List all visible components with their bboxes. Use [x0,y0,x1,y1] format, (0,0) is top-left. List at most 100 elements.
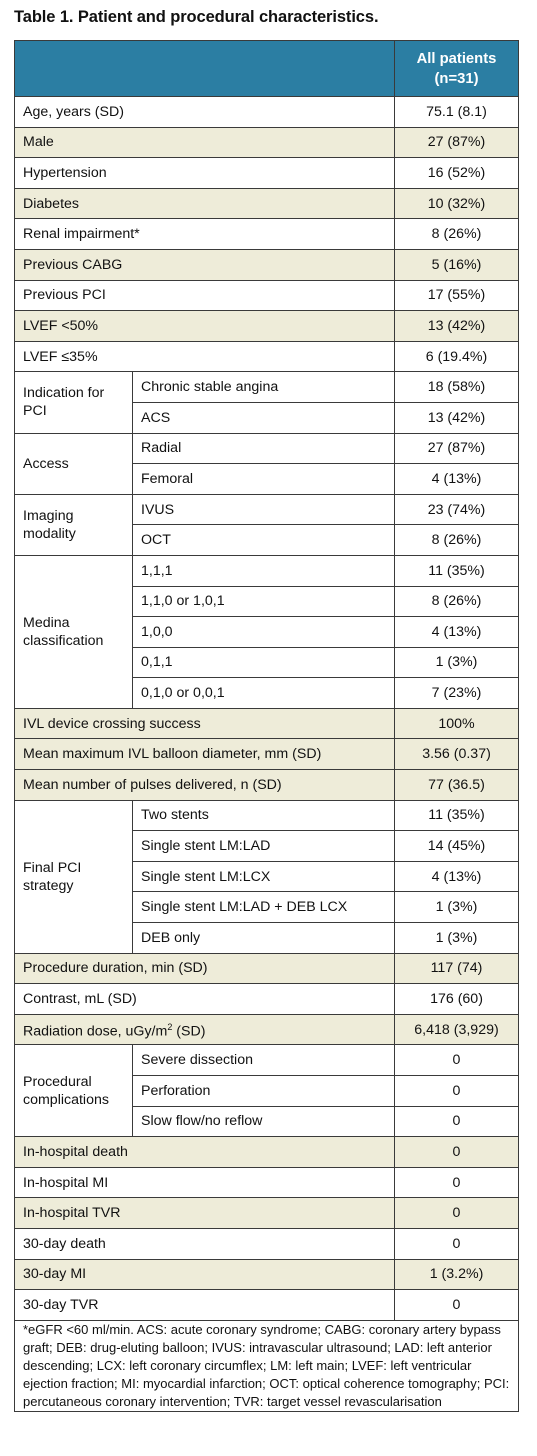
row-label: 1,1,0 or 1,0,1 [132,585,395,618]
row-value: 27 (87%) [394,126,519,159]
group-label: Indication for PCI [14,371,133,434]
row-label: Renal impairment* [14,218,395,250]
row-value: 1 (3.2%) [394,1258,519,1291]
table-row: Previous PCI 17 (55%) [14,279,519,312]
row-value: 5 (16%) [394,248,519,281]
row-label: In-hospital MI [14,1166,395,1199]
row-label: 30-day death [14,1227,395,1260]
row-value: 11 (35%) [394,799,519,832]
row-label: 0,1,1 [132,646,395,679]
row-label: Diabetes [14,187,395,220]
row-value: 13 (42%) [394,310,519,342]
row-label: Previous CABG [14,248,395,281]
row-label: Slow flow/no reflow [132,1105,395,1138]
table-row: Male 27 (87%) [14,126,519,159]
table-row: 1,1,0 or 1,0,1 8 (26%) [15,585,519,618]
table-row: 1,0,0 4 (13%) [15,616,519,648]
row-label: OCT [132,524,395,556]
row-value: 1 (3%) [394,646,519,679]
row-label: 1,1,1 [132,554,395,587]
row-label: LVEF <50% [14,310,395,342]
table-row: 30-day MI 1 (3.2%) [14,1258,519,1291]
row-label: Single stent LM:LAD [132,830,395,862]
row-label: Male [14,126,395,159]
row-value: 23 (74%) [394,493,519,526]
table-row: Radiation dose, uGy/m2 (SD) 6,418 (3,929) [14,1013,519,1046]
row-label: Perforation [132,1075,395,1107]
row-value: 18 (58%) [394,371,519,403]
table-row: 0,1,0 or 0,0,1 7 (23%) [15,677,519,709]
table-row: Indication for PCI Chronic stable angina 1… [14,371,519,434]
group-label: Access [14,432,133,495]
row-value: 4 (13%) [394,616,519,648]
row-label: Single stent LM:LAD + DEB LCX [132,891,395,924]
header-blank-cell [14,40,395,97]
row-value: 11 (35%) [394,554,519,587]
table-row: Mean maximum IVL balloon diameter, mm (S… [14,738,519,771]
footnote-row: *eGFR <60 ml/min. ACS: acute coronary sy… [14,1319,519,1412]
row-value: 17 (55%) [394,279,519,312]
row-label: LVEF ≤35% [14,340,395,373]
row-label: Contrast, mL (SD) [14,983,395,1015]
table-row: Mean number of pulses delivered, n (SD) 7… [14,769,519,801]
row-label: IVUS [132,493,395,526]
table-row: Slow flow/no reflow 0 [15,1105,519,1138]
row-value: 14 (45%) [394,830,519,862]
row-value: 8 (26%) [394,218,519,250]
table-row: In-hospital death 0 [14,1136,519,1168]
group-label: Imaging modality [14,493,133,556]
row-label: 0,1,0 or 0,0,1 [132,677,395,709]
row-value: 7 (23%) [394,677,519,709]
row-value: 117 (74) [394,952,519,985]
header-n: (n=31) [434,70,479,87]
group-label: Final PCI strategy [14,799,133,954]
table-row: Diabetes 10 (32%) [14,187,519,220]
row-value: 75.1 (8.1) [394,96,519,128]
row-value: 0 [394,1289,519,1321]
row-value: 8 (26%) [394,524,519,556]
row-label: Single stent LM:LCX [132,860,395,893]
label-text: Radiation dose, uGy/m [23,1023,168,1040]
row-value: 0 [394,1105,519,1138]
row-value: 6,418 (3,929) [394,1013,519,1046]
table-title: Table 1. Patient and procedural characte… [14,8,379,26]
table-footnote: *eGFR <60 ml/min. ACS: acute coronary sy… [14,1319,519,1412]
row-value: 77 (36.5) [394,769,519,801]
table-row: ACS 13 (42%) [15,401,519,434]
group-label: Procedural complications [14,1044,133,1138]
header-all-patients: All patients (n=31) [394,40,519,97]
table-row: 30-day TVR 0 [14,1289,519,1321]
header-label: All patients [416,50,497,67]
row-value: 6 (19.4%) [394,340,519,373]
row-value: 16 (52%) [394,157,519,189]
row-value: 0 [394,1136,519,1168]
row-value: 3.56 (0.37) [394,738,519,771]
row-label: Age, years (SD) [14,96,395,128]
label-superscript: 2 [167,1022,173,1033]
row-label: Procedure duration, min (SD) [14,952,395,985]
table-row: LVEF ≤35% 6 (19.4%) [14,340,519,373]
row-label: Chronic stable angina [132,371,395,403]
table-row: 0,1,1 1 (3%) [15,646,519,679]
row-value: 176 (60) [394,983,519,1015]
row-label: Mean maximum IVL balloon diameter, mm (S… [14,738,395,771]
row-label: ACS [132,401,395,434]
row-value: 4 (13%) [394,860,519,893]
row-value: 1 (3%) [394,922,519,954]
row-value: 0 [394,1075,519,1107]
table-row: OCT 8 (26%) [15,524,519,556]
table-row: Final PCI strategy Two stents 11 (35%) [14,799,519,954]
table-row: Single stent LM:LAD + DEB LCX 1 (3%) [15,891,519,924]
table-row: Medina classification 1,1,1 11 (35%) [14,554,519,709]
label-text-tail: (SD) [172,1023,206,1040]
row-label: In-hospital death [14,1136,395,1168]
table-row: Procedure duration, min (SD) 117 (74) [14,952,519,985]
table-row: Contrast, mL (SD) 176 (60) [14,983,519,1015]
row-value: 100% [394,707,519,740]
row-value: 13 (42%) [394,401,519,434]
table-row: IVL device crossing success 100% [14,707,519,740]
row-value: 0 [394,1227,519,1260]
table-row: Procedural complications Severe dissectio… [14,1044,519,1138]
row-label: Severe dissection [132,1044,395,1076]
